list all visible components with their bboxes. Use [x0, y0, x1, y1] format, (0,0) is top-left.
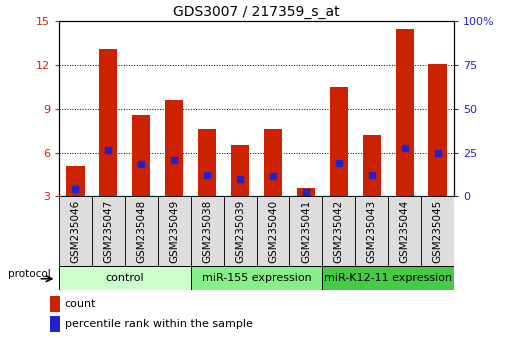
Bar — [92, 196, 125, 266]
Text: GSM235043: GSM235043 — [367, 199, 377, 263]
Bar — [396, 29, 413, 196]
Bar — [59, 266, 191, 290]
Text: percentile rank within the sample: percentile rank within the sample — [65, 319, 252, 329]
Bar — [66, 166, 85, 196]
Bar — [50, 316, 60, 332]
Bar — [198, 129, 216, 196]
Text: protocol: protocol — [8, 269, 50, 279]
Bar — [330, 87, 348, 196]
Bar — [428, 64, 447, 196]
Bar — [256, 196, 289, 266]
Text: control: control — [106, 273, 144, 282]
Bar — [59, 196, 92, 266]
Bar — [50, 296, 60, 312]
Text: GSM235039: GSM235039 — [235, 199, 245, 263]
Text: GSM235045: GSM235045 — [432, 199, 443, 263]
Bar — [165, 100, 183, 196]
Bar — [224, 196, 256, 266]
Bar — [132, 115, 150, 196]
Bar — [289, 196, 322, 266]
Bar — [421, 196, 454, 266]
Text: GSM235038: GSM235038 — [202, 199, 212, 263]
Bar — [322, 196, 355, 266]
Text: GSM235048: GSM235048 — [136, 199, 146, 263]
Text: miR-K12-11 expression: miR-K12-11 expression — [324, 273, 452, 282]
Text: miR-155 expression: miR-155 expression — [202, 273, 311, 282]
Text: count: count — [65, 299, 96, 309]
Text: GSM235049: GSM235049 — [169, 199, 179, 263]
Bar — [322, 266, 454, 290]
Text: GSM235042: GSM235042 — [334, 199, 344, 263]
Text: GSM235041: GSM235041 — [301, 199, 311, 263]
Bar — [125, 196, 158, 266]
Bar — [191, 266, 322, 290]
Title: GDS3007 / 217359_s_at: GDS3007 / 217359_s_at — [173, 5, 340, 19]
Text: GSM235046: GSM235046 — [70, 199, 81, 263]
Bar — [231, 145, 249, 196]
Bar — [264, 129, 282, 196]
Bar — [355, 196, 388, 266]
Text: GSM235040: GSM235040 — [268, 199, 278, 263]
Bar — [191, 196, 224, 266]
Text: GSM235044: GSM235044 — [400, 199, 409, 263]
Bar — [158, 196, 191, 266]
Text: GSM235047: GSM235047 — [104, 199, 113, 263]
Bar — [297, 188, 315, 196]
Bar — [100, 49, 117, 196]
Bar — [363, 135, 381, 196]
Bar — [388, 196, 421, 266]
